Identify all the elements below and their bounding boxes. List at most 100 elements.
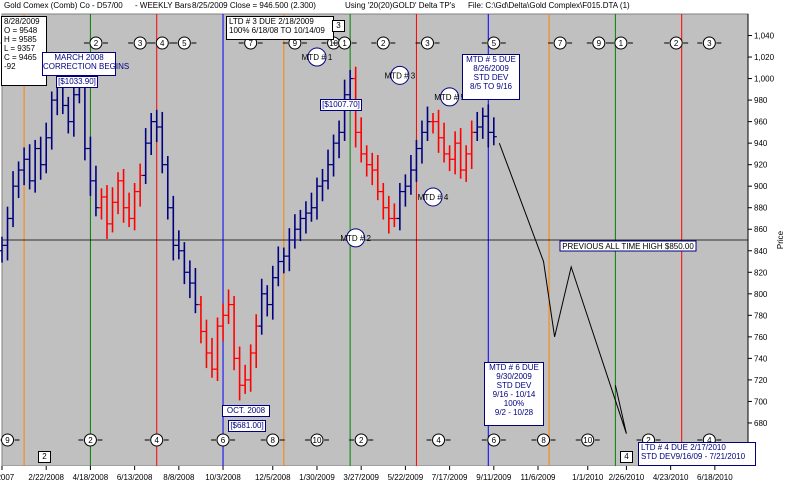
top-cycle-marker-circle (592, 36, 606, 50)
top-cycle-marker-label: 1 (342, 39, 347, 48)
y-axis-label: Price (776, 230, 785, 249)
ltd4-note: LTD # 4 DUE 2/17/2010 STD DEV9/16/09 - 7… (638, 442, 756, 466)
data-file: File: C:\Gd\Delta\Gold Complex\F015.DTA … (468, 1, 630, 10)
ltd3-line1: LTD # 3 DUE 2/18/2009 (229, 17, 314, 26)
ltd2-marker: 2 (38, 451, 51, 463)
top-cycle-marker-label: 5 (182, 39, 187, 48)
bottom-cycle-marker-circle (537, 433, 551, 447)
y-tick-label: 960 (754, 118, 768, 127)
bottom-cycle-marker-circle (432, 433, 446, 447)
symbol-title: Gold Comex (Comb) Co - D57/00 (4, 1, 123, 10)
x-tick-label: 10/3/2008 (205, 473, 241, 482)
top-cycle-marker-circle (133, 36, 147, 50)
top-cycle-marker-label: 9 (293, 39, 298, 48)
y-tick-label: 880 (754, 204, 768, 213)
bottom-cycle-marker-circle (83, 433, 97, 447)
mtd-label: MTD # 1 (302, 53, 333, 62)
x-axis-band (2, 466, 790, 488)
mtd-label: MTD # 5 (434, 93, 465, 102)
x-tick-label: 8/2007 (0, 473, 15, 482)
y-tick-label: 920 (754, 161, 768, 170)
x-tick-label: 1/30/2009 (299, 473, 335, 482)
top-cycle-marker-circle (177, 36, 191, 50)
bottom-cycle-marker-label: 4 (707, 436, 712, 445)
y-tick-label: 840 (754, 247, 768, 256)
x-tick-label: 9/11/2009 (476, 473, 512, 482)
top-cycle-marker-label: 7 (558, 39, 563, 48)
top-cycle-marker-label: 3 (707, 39, 712, 48)
bottom-cycle-marker-circle (266, 433, 280, 447)
top-cycle-marker-circle (553, 36, 567, 50)
top-cycle-marker-label: 2 (94, 39, 99, 48)
x-tick-label: 1/1/2010 (572, 473, 604, 482)
y-tick-label: 800 (754, 290, 768, 299)
bottom-cycle-marker-label: 9 (5, 436, 10, 445)
mtd6-due-note: MTD # 6 DUE 9/30/2009 STD DEV 9/16 - 10/… (484, 362, 544, 426)
x-tick-label: 3/27/2009 (343, 473, 379, 482)
y-tick-label: 940 (754, 139, 768, 148)
bottom-cycle-marker-circle (1, 433, 15, 447)
mtd-marker (423, 187, 443, 207)
x-tick-label: 4/18/2008 (73, 473, 109, 482)
mtd6-line2: 9/30/2009 (496, 372, 532, 381)
bottom-cycle-marker-label: 2 (88, 436, 93, 445)
top-cycle-marker-circle (376, 36, 390, 50)
y-tick-label: 720 (754, 376, 768, 385)
top-cycle-marker-label: 3 (425, 39, 430, 48)
march-2008-line1: MARCH 2008 (54, 53, 104, 62)
top-cycle-marker-circle (487, 36, 501, 50)
projection-path (498, 142, 627, 434)
oct-2008-label: OCT. 2008 (222, 405, 270, 417)
high-1033-label: [$1033.90] (56, 76, 98, 88)
x-tick-label: 6/13/2008 (117, 473, 153, 482)
top-cycle-marker-label: 1 (619, 39, 624, 48)
y-tick-label: 820 (754, 268, 768, 277)
bottom-cycle-marker-label: 2 (359, 436, 364, 445)
high-1007-label: [$1007.70] (320, 99, 362, 111)
y-tick-label: 680 (754, 419, 768, 428)
mtd-marker (307, 47, 327, 67)
top-cycle-marker-circle (702, 36, 716, 50)
x-tick-label: 11/6/2009 (521, 473, 557, 482)
mtd5-line1: MTD # 5 DUE (466, 55, 516, 64)
x-tick-label: 4/23/2010 (653, 473, 689, 482)
mtd6-line6: 9/2 - 10/28 (494, 408, 534, 417)
y-tick-label: 780 (754, 311, 768, 320)
ohlc-readout: 8/28/2009 O = 9548 H = 9585 L = 9357 C =… (1, 16, 47, 86)
ltd4-line1: LTD # 4 DUE 2/17/2010 (641, 443, 726, 452)
bottom-cycle-marker-label: 2 (646, 436, 651, 445)
mtd5-line2: 8/26/2009 (473, 64, 509, 73)
bottom-cycle-marker-circle (581, 433, 595, 447)
mtd-label: MTD # 4 (418, 193, 449, 202)
bottom-cycle-marker-label: 8 (271, 436, 276, 445)
close-quote: 8/25/2009 Close = 946.500 (2.300) (192, 1, 316, 10)
ohlc-open: O = 9548 (4, 26, 38, 35)
march-2008-note: MARCH 2008 CORRECTION BEGINS (42, 52, 130, 76)
top-cycle-marker-circle (420, 36, 434, 50)
ltd3-line2: 100% 6/18/08 TO 10/14/09 (229, 26, 325, 35)
mtd5-due-note: MTD # 5 DUE 8/26/2009 STD DEV 8/5 TO 9/1… (462, 54, 520, 100)
top-cycle-marker-label: 4 (160, 39, 165, 48)
ltd4-line2: STD DEV9/16/09 - 7/21/2010 (641, 452, 746, 461)
y-tick-label: 1,020 (754, 53, 775, 62)
top-cycle-marker-label: 5 (492, 39, 497, 48)
mtd5-line3: STD DEV (473, 73, 509, 82)
mtd6-line5: 100% (503, 399, 525, 408)
march-2008-line2: CORRECTION BEGINS (43, 62, 130, 71)
y-tick-label: 900 (754, 182, 768, 191)
mtd-label: MTD # 3 (385, 71, 416, 80)
ohlc-close: C = 9465 (4, 53, 37, 62)
top-cycle-marker-label: 9 (597, 39, 602, 48)
bottom-cycle-marker-circle (310, 433, 324, 447)
top-cycle-marker-circle (614, 36, 628, 50)
bottom-cycle-marker-circle (216, 433, 230, 447)
y-tick-label: 700 (754, 397, 768, 406)
x-tick-label: 8/8/2008 (163, 473, 195, 482)
top-cycle-marker-label: 7 (248, 39, 253, 48)
x-tick-label: 5/22/2009 (388, 473, 424, 482)
low-681-label: [$681.00] (228, 420, 266, 432)
y-tick-label: 860 (754, 225, 768, 234)
x-tick-label: 6/18/2010 (697, 473, 733, 482)
mtd-marker (440, 87, 460, 107)
